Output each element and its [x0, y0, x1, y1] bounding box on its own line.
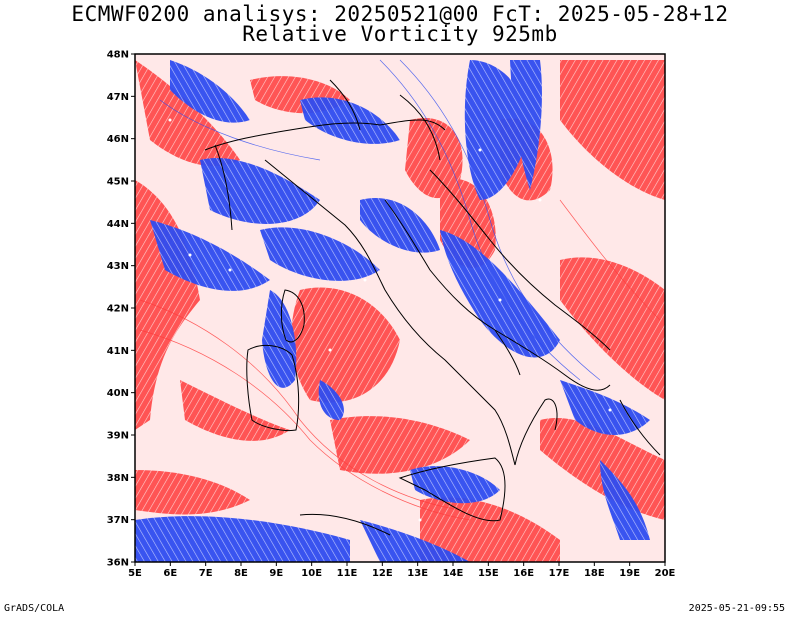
lat-tick-label: 48N [107, 50, 129, 61]
lon-tick-label: 16E [513, 568, 534, 579]
lat-tick-label: 37N [107, 515, 129, 526]
lat-tick-label: 46N [107, 134, 129, 145]
map-area: 48N 47N 46N 45N 44N 43N 42N 41N 40N 39N 38N 37N 36N … [107, 50, 676, 580]
negative-vorticity-bands [135, 60, 650, 562]
lon-tick-label: 5E [128, 568, 142, 579]
lon-tick-label: 8E [234, 568, 248, 579]
vorticity-field [135, 54, 665, 562]
lat-tick-label: 41N [107, 346, 129, 357]
map-title: ECMWF0200 analisys: 20250521@00 FcT: 202… [71, 2, 729, 26]
latitude-axis: 48N 47N 46N 45N 44N 43N 42N 41N 40N 39N 38N 37N 36N [107, 50, 135, 569]
lat-tick-label: 43N [107, 261, 129, 272]
map-subtitle: Relative Vorticity 925mb [242, 22, 558, 46]
lon-tick-label: 6E [163, 568, 177, 579]
lon-tick-label: 12E [372, 568, 393, 579]
lat-tick-label: 40N [107, 388, 129, 399]
lon-tick-label: 7E [199, 568, 213, 579]
lon-tick-label: 15E [478, 568, 499, 579]
lon-tick-label: 14E [443, 568, 464, 579]
lat-tick-label: 38N [107, 473, 129, 484]
lat-tick-label: 47N [107, 92, 129, 103]
lat-tick-label: 39N [107, 431, 129, 442]
lon-tick-label: 10E [301, 568, 322, 579]
vorticity-map: 48N47N46N45N44N43N42N41N40N39N38N37N36N … [107, 50, 676, 580]
lon-tick-label: 9E [269, 568, 283, 579]
lon-tick-label: 11E [337, 568, 358, 579]
footer-software-label: GrADS/COLA [4, 603, 65, 614]
lon-tick-label: 18E [584, 568, 605, 579]
coastlines [204, 79, 661, 536]
lat-tick-label: 36N [107, 558, 129, 569]
field-markers [168, 118, 612, 522]
lon-tick-label: 19E [619, 568, 640, 579]
lat-tick-label: 44N [107, 219, 129, 230]
lon-tick-label: 17E [549, 568, 570, 579]
lon-tick-label: 13E [407, 568, 428, 579]
lat-tick-label: 42N [107, 304, 129, 315]
longitude-axis: 5E 6E 7E 8E 9E 10E 11E 12E 13E 14E 15E 16E 17E 18E 19E… [128, 562, 676, 579]
lat-tick-label: 45N [107, 177, 129, 188]
footer-timestamp: 2025-05-21-09:55 [688, 603, 785, 614]
contour-lines [139, 59, 661, 521]
lon-tick-label: 20E [655, 568, 676, 579]
